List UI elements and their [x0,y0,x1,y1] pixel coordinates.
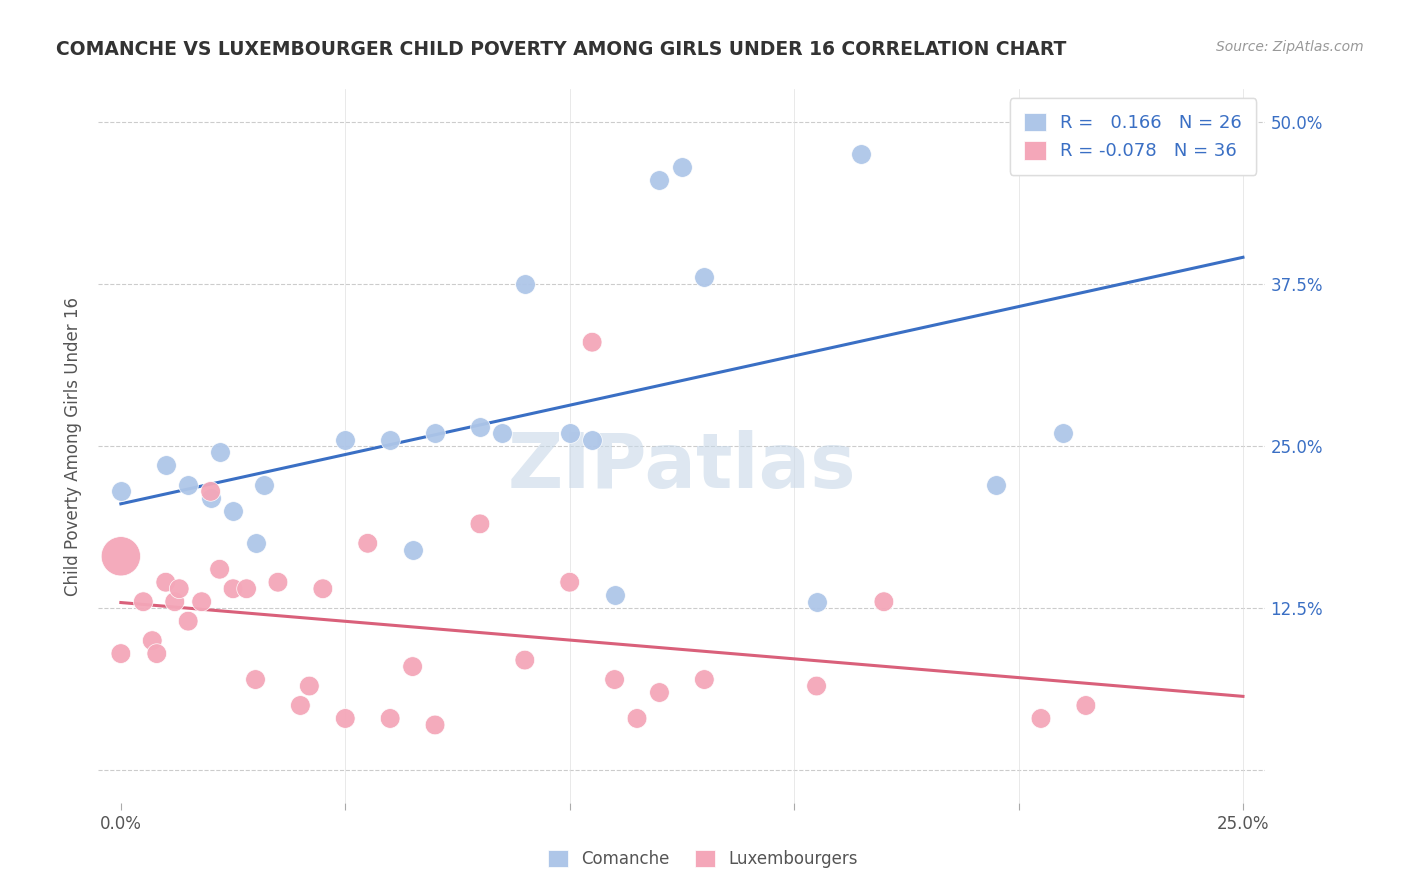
Point [245,536,267,550]
Point [110,484,132,499]
Point [491,425,513,440]
Text: Source: ZipAtlas.com: Source: ZipAtlas.com [1216,40,1364,54]
Point [648,685,671,699]
Point [335,711,357,725]
Point [378,433,402,447]
Point [290,698,312,713]
Point [468,516,491,531]
Text: ZIPatlas: ZIPatlas [508,431,856,504]
Point [1052,425,1074,440]
Point [1029,711,1052,725]
Point [806,679,828,693]
Point [110,549,132,564]
Point [200,491,222,505]
Point [626,711,648,725]
Point [423,718,446,732]
Point [200,484,222,499]
Point [155,458,177,473]
Point [245,673,267,687]
Point [806,595,828,609]
Point [357,536,380,550]
Point [1074,698,1097,713]
Point [312,582,335,596]
Point [155,575,177,590]
Point [1119,128,1142,142]
Point [132,595,155,609]
Point [513,653,536,667]
Point [513,277,536,291]
Point [177,614,200,628]
Point [603,673,626,687]
Point [581,433,603,447]
Point [222,504,245,518]
Point [208,562,231,576]
Point [335,433,357,447]
Point [190,595,212,609]
Point [693,673,716,687]
Point [558,575,581,590]
Point [298,679,321,693]
Point [984,478,1007,492]
Point [253,478,276,492]
Y-axis label: Child Poverty Among Girls Under 16: Child Poverty Among Girls Under 16 [65,296,83,596]
Point [851,147,873,161]
Point [423,425,446,440]
Point [603,588,626,602]
Point [267,575,290,590]
Point [163,595,186,609]
Text: COMANCHE VS LUXEMBOURGER CHILD POVERTY AMONG GIRLS UNDER 16 CORRELATION CHART: COMANCHE VS LUXEMBOURGER CHILD POVERTY A… [56,40,1067,59]
Point [141,633,163,648]
Point [558,425,581,440]
Point [177,478,200,492]
Point [110,647,132,661]
Legend: Comanche, Luxembourgers: Comanche, Luxembourgers [541,843,865,875]
Point [235,582,257,596]
Point [648,173,671,187]
Legend: R =   0.166   N = 26, R = -0.078   N = 36: R = 0.166 N = 26, R = -0.078 N = 36 [1010,98,1257,175]
Point [222,582,245,596]
Point [401,659,423,673]
Point [693,270,716,285]
Point [208,445,231,459]
Point [146,647,169,661]
Point [581,335,603,350]
Point [873,595,896,609]
Point [468,419,491,434]
Point [671,160,693,174]
Point [378,711,402,725]
Point [401,542,423,557]
Point [167,582,190,596]
